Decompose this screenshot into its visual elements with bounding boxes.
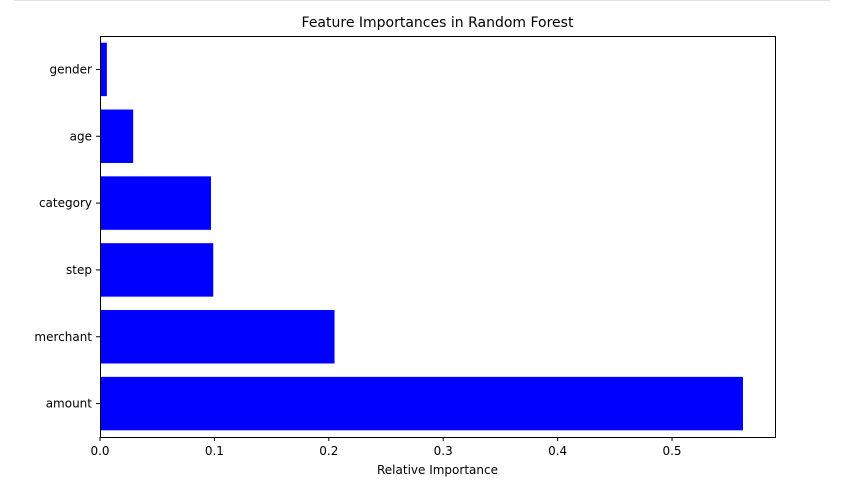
x-tick-label-4: 0.4 (548, 444, 567, 458)
chart-title: Feature Importances in Random Forest (302, 15, 574, 31)
plot-frame (100, 36, 776, 438)
x-axis-label: Relative Importance (377, 463, 498, 477)
y-tick-label-category: category (39, 196, 92, 210)
bars-group (100, 42, 743, 431)
y-ticks-group: amount merchant step category age gender (34, 62, 100, 411)
bar-step (100, 243, 214, 297)
y-tick-label-gender: gender (49, 62, 92, 76)
bar-age (100, 109, 134, 163)
bar-merchant (100, 310, 335, 364)
x-ticks-group: 0.0 0.1 0.2 0.3 0.4 0.5 (90, 437, 682, 458)
x-tick-label-3: 0.3 (434, 444, 453, 458)
bar-gender (100, 42, 107, 97)
y-tick-label-step: step (66, 263, 92, 277)
y-tick-label-amount: amount (46, 397, 93, 411)
x-tick-label-5: 0.5 (662, 444, 681, 458)
x-tick-label-0: 0.0 (90, 444, 109, 458)
bar-category (100, 176, 211, 230)
y-tick-label-merchant: merchant (34, 330, 92, 344)
x-tick-label-1: 0.1 (205, 444, 224, 458)
top-divider (14, 0, 830, 1)
bar-amount (100, 376, 743, 431)
y-tick-label-age: age (70, 129, 92, 143)
x-tick-label-2: 0.2 (319, 444, 338, 458)
